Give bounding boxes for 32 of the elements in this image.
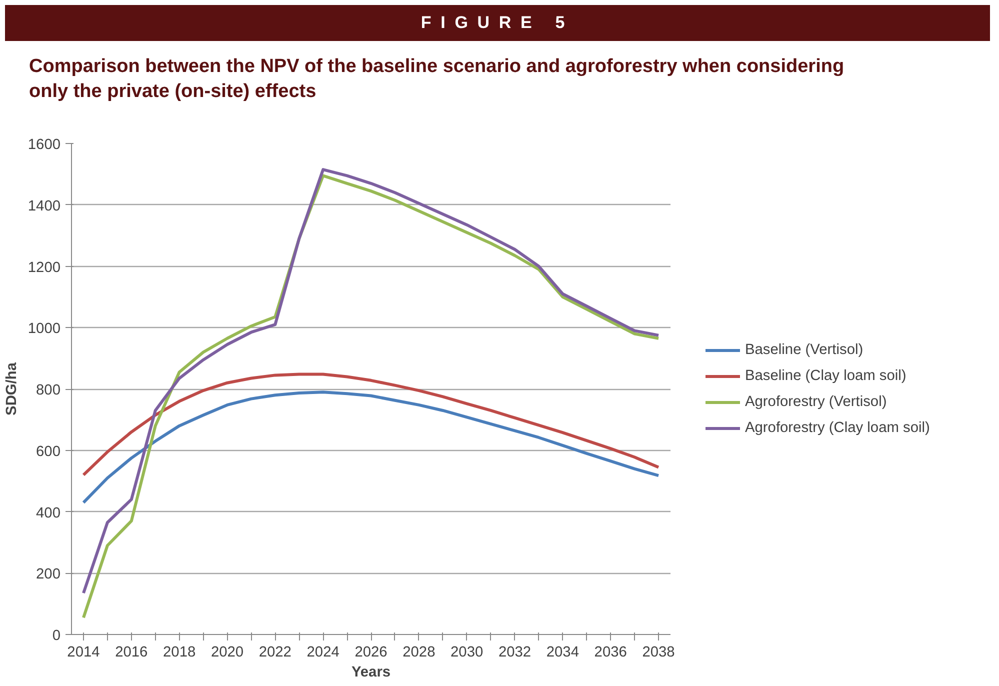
y-tick-label: 1400 <box>28 198 61 214</box>
x-tick-label: 2030 <box>450 644 484 660</box>
line-series <box>82 372 660 476</box>
y-tick-label: 1200 <box>28 260 61 276</box>
y-tick-label: 1600 <box>28 137 61 153</box>
chart-subtitle: FIGURE 5 <box>5 5 990 42</box>
x-tick-label: 2026 <box>354 644 388 660</box>
line-series <box>82 390 660 504</box>
x-tick-label: 2020 <box>210 644 244 660</box>
x-axis-title: Years <box>351 664 391 680</box>
y-tick-label: 200 <box>36 566 61 583</box>
x-tick-label: 2028 <box>402 644 436 660</box>
x-tick-label: 2032 <box>498 644 532 660</box>
y-tick-label: 0 <box>52 628 61 644</box>
legend-label: Baseline (Vertisol) <box>745 342 864 358</box>
x-tick-label: 2022 <box>258 644 292 660</box>
x-tick-label: 2014 <box>67 644 100 660</box>
y-tick-label: 800 <box>36 382 61 398</box>
y-axis-title: SDG/ha <box>4 362 20 416</box>
y-tick-label: 600 <box>36 444 61 460</box>
x-tick-label: 2024 <box>306 644 340 660</box>
legend-label: Baseline (Clay loam soil) <box>745 368 906 384</box>
x-tick-label: 2034 <box>546 644 579 660</box>
chart-title: Comparison between the NPV of the baseline scenario and agroforestry when considering only the private (on-site) effects <box>28 55 846 104</box>
x-tick-label: 2036 <box>594 644 627 660</box>
x-tick-label: 2038 <box>642 644 675 660</box>
y-tick-label: 1000 <box>28 321 61 338</box>
x-tick-label: 2018 <box>163 644 196 660</box>
x-tick-label: 2016 <box>115 644 148 660</box>
legend-label: Agroforestry (Clay loam soil) <box>745 420 930 436</box>
y-tick-label: 400 <box>36 505 61 522</box>
legend-label: Agroforestry (Vertisol) <box>745 394 887 410</box>
